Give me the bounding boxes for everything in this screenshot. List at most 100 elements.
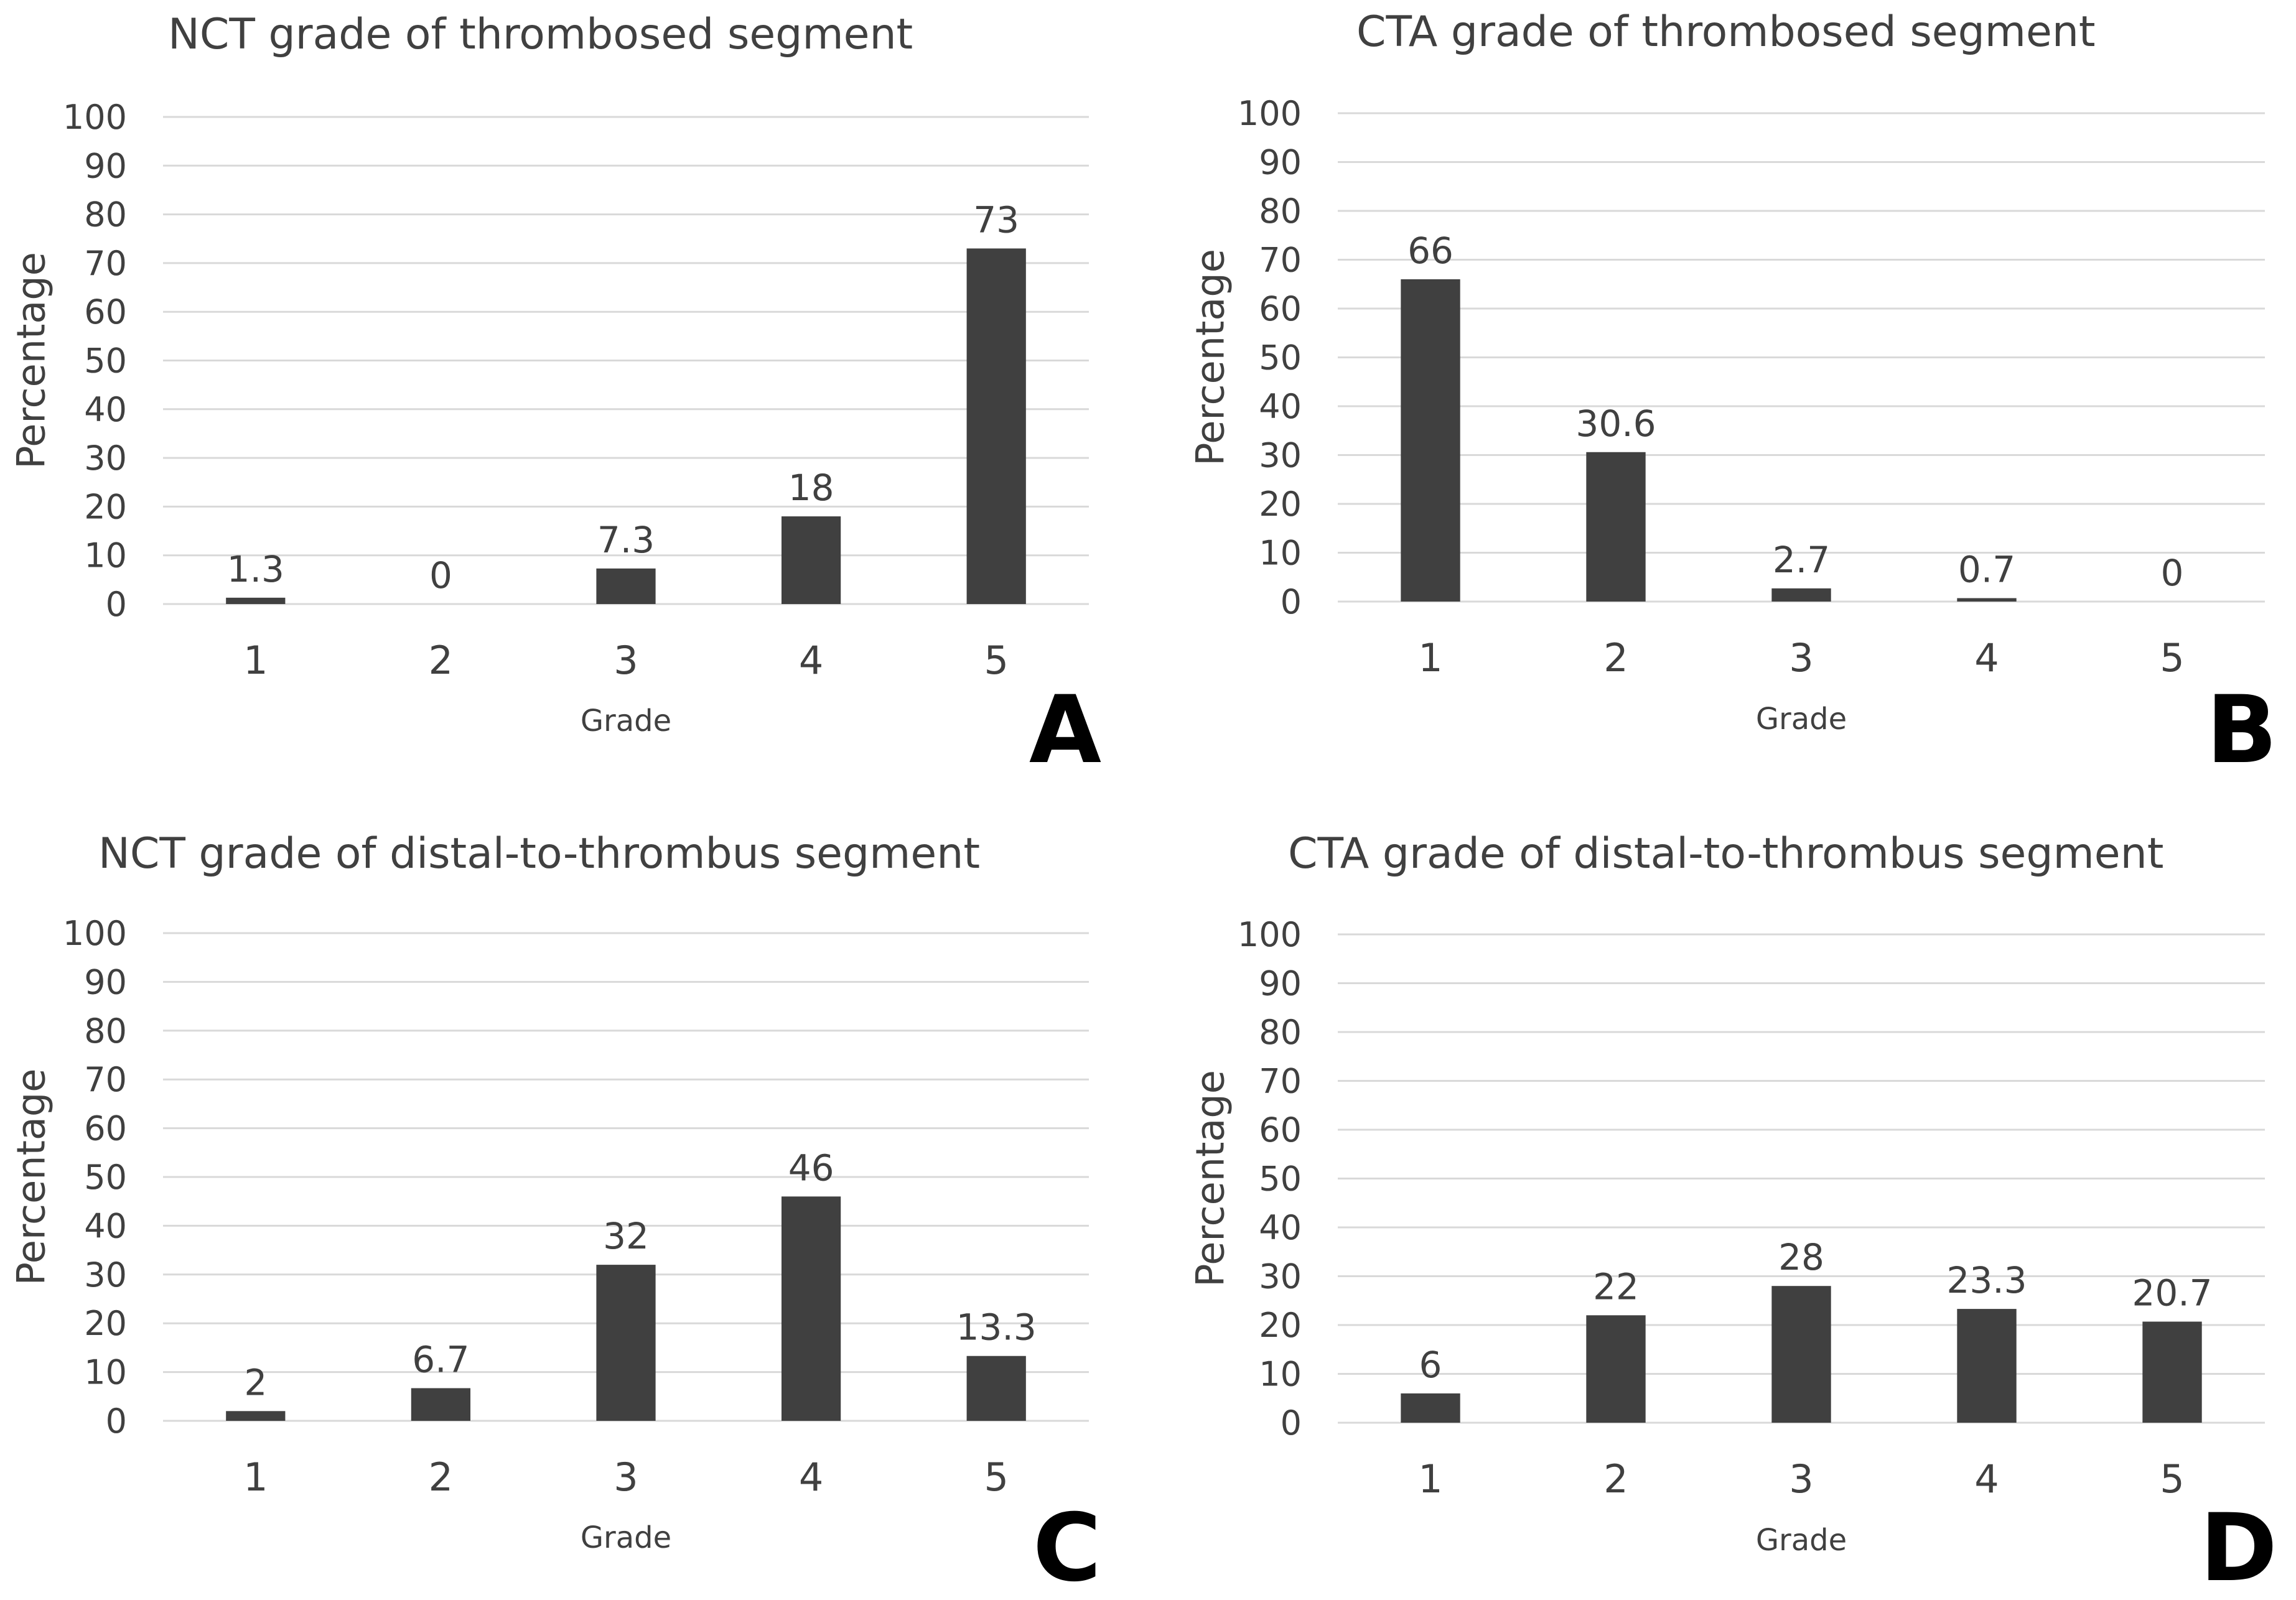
panel-a-letter: A <box>1029 676 1101 784</box>
panel-c-xtick: 5 <box>984 1454 1008 1500</box>
panel-a-data-label: 73 <box>973 198 1019 241</box>
panel-c-xtick: 2 <box>429 1454 453 1500</box>
panel-b-bar <box>1401 279 1460 602</box>
panel-c-bar <box>966 1356 1026 1421</box>
panel-b-data-label: 66 <box>1407 230 1454 272</box>
panel-c-bar <box>226 1411 286 1421</box>
panel-d-ytick: 30 <box>1259 1257 1302 1296</box>
panel-d-ytick: 60 <box>1259 1110 1302 1150</box>
panel-d-bar <box>2142 1321 2202 1423</box>
panel-b-xtick: 5 <box>2160 635 2184 681</box>
panel-c-data-label: 13.3 <box>956 1306 1037 1349</box>
panel-d-data-label: 22 <box>1593 1265 1639 1308</box>
panel-c-ytick: 60 <box>84 1109 127 1148</box>
panel-a-xtick: 3 <box>614 638 638 683</box>
panel-d-ytick: 50 <box>1259 1160 1302 1199</box>
panel-a-ytick: 0 <box>106 585 127 624</box>
panel-c-letter: C <box>1033 1494 1101 1600</box>
panel-a-ytick: 40 <box>84 390 127 429</box>
panel-a-data-label: 0 <box>429 554 452 597</box>
panel-c-ytick: 0 <box>106 1402 127 1441</box>
panel-d-data-label: 23.3 <box>1946 1259 2027 1301</box>
panel-d-xtick: 3 <box>1789 1456 1813 1502</box>
panel-b-data-label: 2.7 <box>1773 539 1830 581</box>
panel-b-xtick: 4 <box>1974 635 1999 681</box>
panel-a-ytick: 60 <box>84 292 127 332</box>
panel-a-ytick: 90 <box>84 146 127 185</box>
panel-b-xlabel: Grade <box>1756 702 1847 737</box>
panel-d-ytick: 20 <box>1259 1306 1302 1345</box>
panel-c-xtick: 4 <box>799 1454 823 1500</box>
panel-c-ytick: 80 <box>84 1012 127 1051</box>
panel-d-ytick: 80 <box>1259 1013 1302 1052</box>
panel-b-ytick: 0 <box>1281 582 1302 621</box>
panel-b-ytick: 60 <box>1259 289 1302 328</box>
panel-b-xtick: 1 <box>1418 635 1442 681</box>
panel-b-ytick: 90 <box>1259 143 1302 182</box>
panel-a-title: NCT grade of thrombosed segment <box>168 10 913 59</box>
panel-d-xtick: 5 <box>2160 1456 2184 1502</box>
panel-c-ytick: 50 <box>84 1158 127 1197</box>
panel-d-data-label: 28 <box>1778 1236 1824 1278</box>
panel-a-xtick: 4 <box>799 638 823 683</box>
panel-c-xlabel: Grade <box>581 1520 671 1555</box>
panel-b-bar <box>1586 452 1646 602</box>
panel-a-xlabel: Grade <box>581 704 671 738</box>
panel-b-data-label: 30.6 <box>1575 402 1656 445</box>
panel-d-ylabel: Percentage <box>1188 1070 1233 1287</box>
panel-a-ytick: 30 <box>84 439 127 478</box>
panel-d-ytick: 100 <box>1238 915 1302 954</box>
panel-b-ytick: 50 <box>1259 338 1302 378</box>
panel-a-bar <box>596 568 656 604</box>
panel-c-bar <box>596 1265 656 1421</box>
panel-b-bar <box>1771 588 1831 602</box>
panel-b-letter: B <box>2206 676 2277 784</box>
panel-c-title: NCT grade of distal-to-thrombus segment <box>98 829 980 878</box>
panel-a-data-label: 1.3 <box>227 548 284 590</box>
panel-a-ytick: 10 <box>84 536 127 575</box>
panel-b-bar <box>1957 598 2017 602</box>
panel-a-data-label: 7.3 <box>597 519 655 561</box>
panel-d-data-label: 6 <box>1419 1344 1442 1386</box>
panel-a-ytick: 80 <box>84 195 127 235</box>
panel-c-ytick: 40 <box>84 1206 127 1245</box>
panel-c-data-label: 6.7 <box>412 1338 469 1380</box>
panel-c-data-label: 46 <box>788 1147 834 1189</box>
panel-a-ytick: 20 <box>84 487 127 526</box>
panel-d-letter: D <box>2200 1494 2277 1600</box>
panel-d-xtick: 2 <box>1603 1456 1628 1502</box>
panel-a-xtick: 5 <box>984 638 1008 683</box>
panel-b-data-label: 0.7 <box>1958 549 2015 591</box>
panel-d-bar <box>1401 1393 1460 1423</box>
panel-b-ytick: 10 <box>1259 534 1302 573</box>
panel-a-ytick: 100 <box>63 98 127 137</box>
panel-a-xtick: 1 <box>243 638 268 683</box>
panel-a-ytick: 50 <box>84 342 127 381</box>
panel-c-ytick: 90 <box>84 962 127 1002</box>
panel-a-bar <box>966 248 1026 604</box>
panel-b-xtick: 3 <box>1789 635 1813 681</box>
panel-a-data-label: 18 <box>788 467 834 509</box>
panel-b-ytick: 40 <box>1259 387 1302 426</box>
panel-b-title: CTA grade of thrombosed segment <box>1356 7 2096 57</box>
panel-d-ytick: 40 <box>1259 1208 1302 1247</box>
panel-c-ytick: 10 <box>84 1353 127 1392</box>
panel-c-data-label: 2 <box>244 1361 267 1403</box>
panel-a-ylabel: Percentage <box>9 252 54 469</box>
panel-c-xtick: 1 <box>243 1454 268 1500</box>
panel-b-xtick: 2 <box>1603 635 1628 681</box>
panel-c-ytick: 30 <box>84 1255 127 1295</box>
panel-c-ytick: 20 <box>84 1304 127 1343</box>
panel-b-ytick: 30 <box>1259 436 1302 475</box>
panel-d-bar <box>1771 1286 1831 1423</box>
panel-b-ylabel: Percentage <box>1188 249 1233 466</box>
panel-b-ytick: 20 <box>1259 485 1302 524</box>
panel-b-data-label: 0 <box>2161 552 2184 594</box>
panel-d-ytick: 70 <box>1259 1062 1302 1101</box>
panel-c-bar <box>411 1388 471 1421</box>
panel-c-xtick: 3 <box>614 1454 638 1500</box>
panel-c-bar <box>781 1196 841 1421</box>
panel-d-bar <box>1957 1309 2017 1423</box>
panel-b-ytick: 100 <box>1238 94 1302 133</box>
